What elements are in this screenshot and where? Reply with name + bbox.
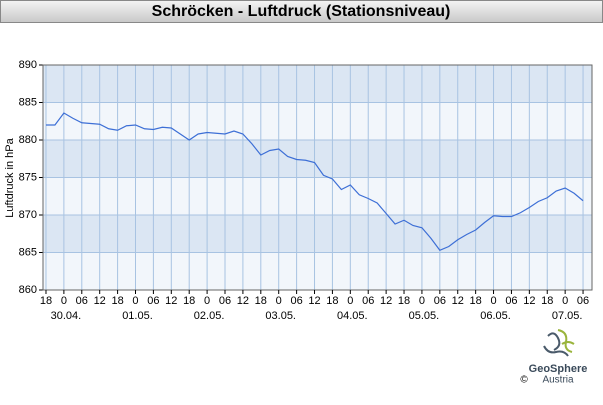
x-tick-label: 06 [434,295,446,307]
grid-band [43,252,592,290]
x-tick-label: 06 [76,295,88,307]
y-tick-label: 880 [19,134,37,146]
y-tick-label: 870 [19,209,37,221]
x-tick-label: 0 [204,295,210,307]
x-tick-label: 0 [132,295,138,307]
y-tick-label: 885 [19,96,37,108]
x-tick-label: 18 [398,295,410,307]
x-tick-label: 18 [255,295,267,307]
x-tick-label: 0 [490,295,496,307]
date-label: 03.05. [265,310,296,322]
x-tick-label: 12 [523,295,535,307]
x-tick-label: 18 [541,295,553,307]
x-tick-label: 12 [165,295,177,307]
y-tick-label: 875 [19,171,37,183]
x-tick-label: 18 [470,295,482,307]
grid-band [43,65,592,103]
x-tick-label: 12 [380,295,392,307]
y-tick-label: 865 [19,246,37,258]
x-tick-label: 0 [61,295,67,307]
x-tick-label: 12 [237,295,249,307]
x-tick-label: 06 [290,295,302,307]
x-tick-label: 06 [362,295,374,307]
x-tick-label: 18 [40,295,52,307]
x-tick-label: 0 [347,295,353,307]
date-label: 05.05. [409,310,440,322]
x-tick-label: 06 [577,295,589,307]
logo [543,329,575,357]
chart-title: Schröcken - Luftdruck (Stationsniveau) [152,3,451,20]
plot-frame [42,64,593,291]
copyright: © [520,375,528,386]
date-label: 07.05. [552,310,583,322]
x-tick-label: 12 [308,295,320,307]
y-tick-label: 890 [19,59,37,71]
x-tick-label: 06 [505,295,517,307]
date-label: 02.05. [194,310,225,322]
x-tick-label: 06 [219,295,231,307]
logo-sub: Austria [542,375,574,386]
x-tick-label: 06 [147,295,159,307]
grid-band [43,102,592,140]
x-tick-label: 12 [452,295,464,307]
plot-area [43,64,592,291]
date-label: 04.05. [337,310,368,322]
grid-band [43,215,592,253]
grid-band [43,177,592,215]
x-tick-label: 18 [183,295,195,307]
data-line [45,112,584,251]
x-tick-label: 12 [94,295,106,307]
date-label: 30.04. [51,310,82,322]
x-tick-label: 0 [562,295,568,307]
date-label: 06.05. [480,310,511,322]
logo-name: GeoSphere [529,363,588,375]
x-tick-label: 0 [276,295,282,307]
x-tick-label: 18 [326,295,338,307]
x-tick-label: 18 [111,295,123,307]
y-tick-label: 860 [19,284,37,296]
x-tick-label: 0 [419,295,425,307]
y-axis-label: Luftdruck in hPa [4,137,16,217]
date-label: 01.05. [122,310,153,322]
grid-band [43,140,592,178]
